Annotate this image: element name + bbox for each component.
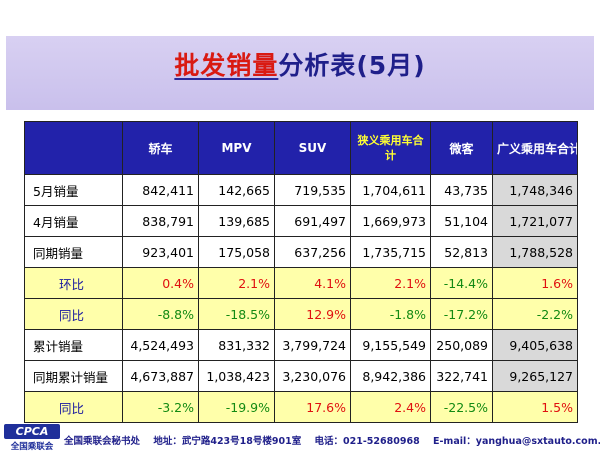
column-header: 广义乘用车合计 <box>492 121 578 175</box>
table-cell: 9,265,127 <box>492 360 578 392</box>
row-label: 同期累计销量 <box>24 360 123 392</box>
table-row: 4月销量 838,791 139,685 691,497 1,669,973 51,104… <box>24 205 578 237</box>
table-cell: 4.1% <box>274 267 351 299</box>
logo-mark: CPCA <box>4 424 60 439</box>
footer: CPCA 全国乘联会 全国乘联会秘书处 地址：武宁路423号18号楼901室 电… <box>0 422 600 453</box>
table-cell: 719,535 <box>274 174 351 206</box>
footer-org: 全国乘联会秘书处 <box>64 436 141 447</box>
table-cell: 9,405,638 <box>492 329 578 361</box>
table-cell: 1,788,528 <box>492 236 578 268</box>
table-row: 同期累计销量 4,673,887 1,038,423 3,230,076 8,942,3… <box>24 360 578 392</box>
sales-table: 轿车 MPV SUV 狭义乘用车合计 微客 广义乘用车合计 5月销量 842,411 142,… <box>24 121 578 423</box>
column-header <box>24 121 123 175</box>
table-row: 同比 -8.8% -18.5% 12.9% -1.8% -17.2% -2.2% <box>24 298 578 330</box>
table-cell: -22.5% <box>430 391 493 423</box>
table-cell: 9,155,549 <box>350 329 431 361</box>
footer-address: 地址：武宁路423号18号楼901室 <box>153 436 302 447</box>
footer-phone: 电话：021-52680968 <box>314 436 420 447</box>
table-cell: 2.1% <box>350 267 431 299</box>
table-body: 5月销量 842,411 142,665 719,535 1,704,611 43,735… <box>24 174 578 423</box>
table-cell: 838,791 <box>122 205 199 237</box>
table-cell: 322,741 <box>430 360 493 392</box>
row-label: 同比 <box>24 391 123 423</box>
table-row: 5月销量 842,411 142,665 719,535 1,704,611 43,735… <box>24 174 578 206</box>
row-label: 4月销量 <box>24 205 123 237</box>
row-label: 5月销量 <box>24 174 123 206</box>
table-cell: 637,256 <box>274 236 351 268</box>
title-band: 批发销量分析表(5月) <box>6 36 594 110</box>
table-cell: -1.8% <box>350 298 431 330</box>
footer-contact: 全国乘联会秘书处 地址：武宁路423号18号楼901室 电话：021-52680… <box>64 433 600 447</box>
table-cell: 51,104 <box>430 205 493 237</box>
cpca-logo: CPCA 全国乘联会 <box>4 424 60 452</box>
table-row: 累计销量 4,524,493 831,332 3,799,724 9,155,549 25… <box>24 329 578 361</box>
table-header-row: 轿车 MPV SUV 狭义乘用车合计 微客 广义乘用车合计 <box>24 121 578 175</box>
page-title: 批发销量分析表(5月) <box>6 46 594 82</box>
table-cell: 17.6% <box>274 391 351 423</box>
table-cell: 923,401 <box>122 236 199 268</box>
table-cell: 4,673,887 <box>122 360 199 392</box>
table-cell: -8.8% <box>122 298 199 330</box>
table-cell: 1,735,715 <box>350 236 431 268</box>
row-label: 同期销量 <box>24 236 123 268</box>
table-cell: -3.2% <box>122 391 199 423</box>
logo-subtitle: 全国乘联会 <box>10 442 54 452</box>
table-cell: 3,230,076 <box>274 360 351 392</box>
table-cell: 4,524,493 <box>122 329 199 361</box>
table-cell: 43,735 <box>430 174 493 206</box>
table-cell: 1,721,077 <box>492 205 578 237</box>
table-cell: 52,813 <box>430 236 493 268</box>
table-cell: 1,669,973 <box>350 205 431 237</box>
table-cell: 691,497 <box>274 205 351 237</box>
table-cell: 8,942,386 <box>350 360 431 392</box>
table-cell: 250,089 <box>430 329 493 361</box>
table-cell: 2.1% <box>198 267 275 299</box>
title-part-2: 分析表(5月) <box>278 51 426 80</box>
table-row: 环比 0.4% 2.1% 4.1% 2.1% -14.4% 1.6% <box>24 267 578 299</box>
table-cell: 0.4% <box>122 267 199 299</box>
table-cell: 831,332 <box>198 329 275 361</box>
table-cell: 139,685 <box>198 205 275 237</box>
table-cell: -14.4% <box>430 267 493 299</box>
table-cell: 1,704,611 <box>350 174 431 206</box>
table-cell: 1,748,346 <box>492 174 578 206</box>
footer-email[interactable]: E-mail：yanghua@sxtauto.com.cn <box>433 436 600 447</box>
table-cell: 12.9% <box>274 298 351 330</box>
column-header: 轿车 <box>122 121 199 175</box>
column-header: 狭义乘用车合计 <box>350 121 431 175</box>
table-cell: 3,799,724 <box>274 329 351 361</box>
table-cell: -18.5% <box>198 298 275 330</box>
table-cell: -19.9% <box>198 391 275 423</box>
table-row: 同比 -3.2% -19.9% 17.6% 2.4% -22.5% 1.5% <box>24 391 578 423</box>
table-cell: 1.6% <box>492 267 578 299</box>
row-label: 累计销量 <box>24 329 123 361</box>
table-cell: -2.2% <box>492 298 578 330</box>
row-label: 同比 <box>24 298 123 330</box>
table-cell: 2.4% <box>350 391 431 423</box>
column-header: 微客 <box>430 121 493 175</box>
table-cell: 142,665 <box>198 174 275 206</box>
table-cell: 175,058 <box>198 236 275 268</box>
column-header: SUV <box>274 121 351 175</box>
table-cell: 842,411 <box>122 174 199 206</box>
column-header: MPV <box>198 121 275 175</box>
table-cell: 1.5% <box>492 391 578 423</box>
table-row: 同期销量 923,401 175,058 637,256 1,735,715 52,813… <box>24 236 578 268</box>
table-cell: -17.2% <box>430 298 493 330</box>
table-cell: 1,038,423 <box>198 360 275 392</box>
title-part-1: 批发销量 <box>174 51 279 80</box>
row-label: 环比 <box>24 267 123 299</box>
